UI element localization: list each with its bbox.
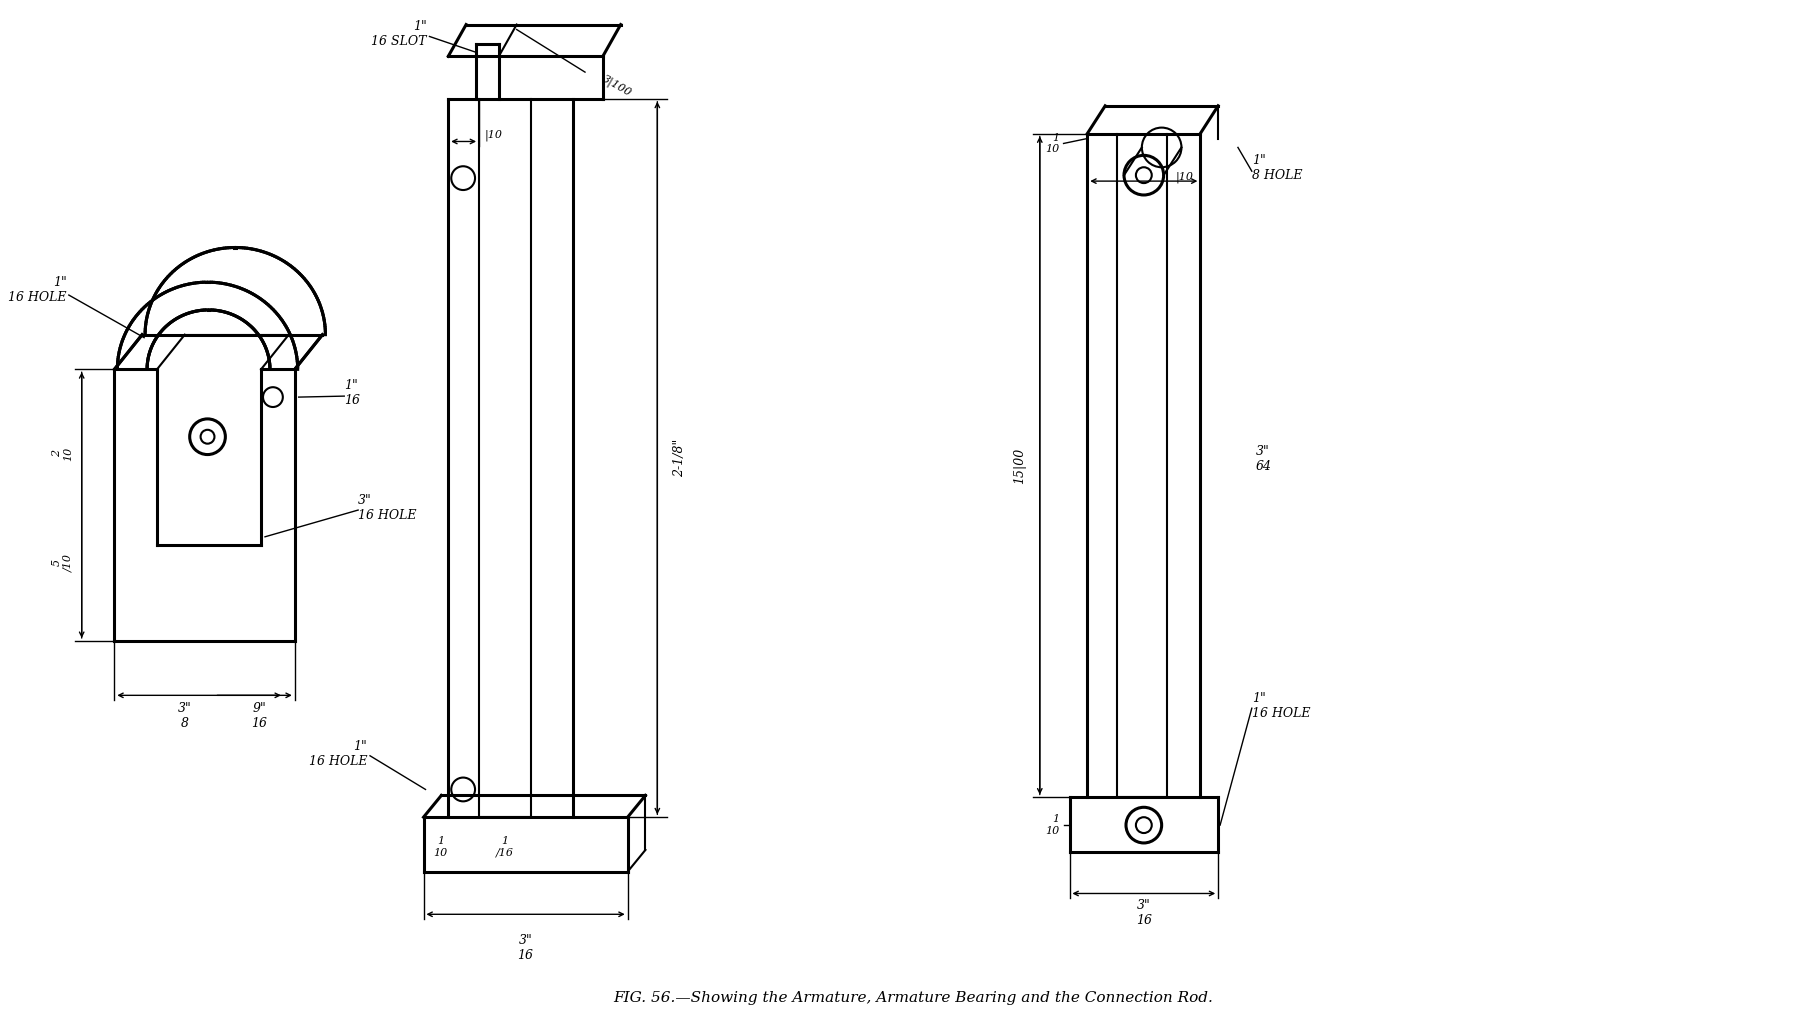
Text: 1
10: 1 10 (1046, 133, 1059, 155)
Text: 1"
8 HOLE: 1" 8 HOLE (1251, 155, 1302, 182)
Text: 1"
16 SLOT: 1" 16 SLOT (372, 21, 426, 48)
Text: 5
/10: 5 /10 (53, 554, 74, 571)
Circle shape (201, 430, 214, 443)
Text: 1
10: 1 10 (433, 836, 448, 858)
Text: |10: |10 (1175, 171, 1193, 182)
Text: 3"
16 HOLE: 3" 16 HOLE (359, 494, 417, 522)
Text: 1
10: 1 10 (1046, 814, 1059, 836)
Text: 15|00: 15|00 (1013, 447, 1026, 484)
Text: 3"
8: 3" 8 (178, 702, 192, 730)
Text: 9"
16: 9" 16 (250, 702, 267, 730)
Text: FIG. 56.—Showing the Armature, Armature Bearing and the Connection Rod.: FIG. 56.—Showing the Armature, Armature … (613, 992, 1213, 1005)
Text: 3|100: 3|100 (600, 73, 633, 99)
Text: 1
/16: 1 /16 (495, 836, 513, 858)
Text: 1"
16 HOLE: 1" 16 HOLE (308, 740, 366, 768)
Text: 1"
16 HOLE: 1" 16 HOLE (1251, 692, 1311, 721)
Text: 1"
16 HOLE: 1" 16 HOLE (9, 276, 67, 304)
Text: 3"
16: 3" 16 (517, 934, 533, 962)
Text: 1"
16: 1" 16 (344, 379, 361, 407)
Text: 2
10: 2 10 (53, 446, 74, 461)
Text: 3"
64: 3" 64 (1256, 444, 1271, 472)
Text: 3"
16: 3" 16 (1135, 899, 1151, 927)
Text: |10: |10 (484, 130, 502, 141)
Text: 2-1/8": 2-1/8" (673, 438, 685, 476)
